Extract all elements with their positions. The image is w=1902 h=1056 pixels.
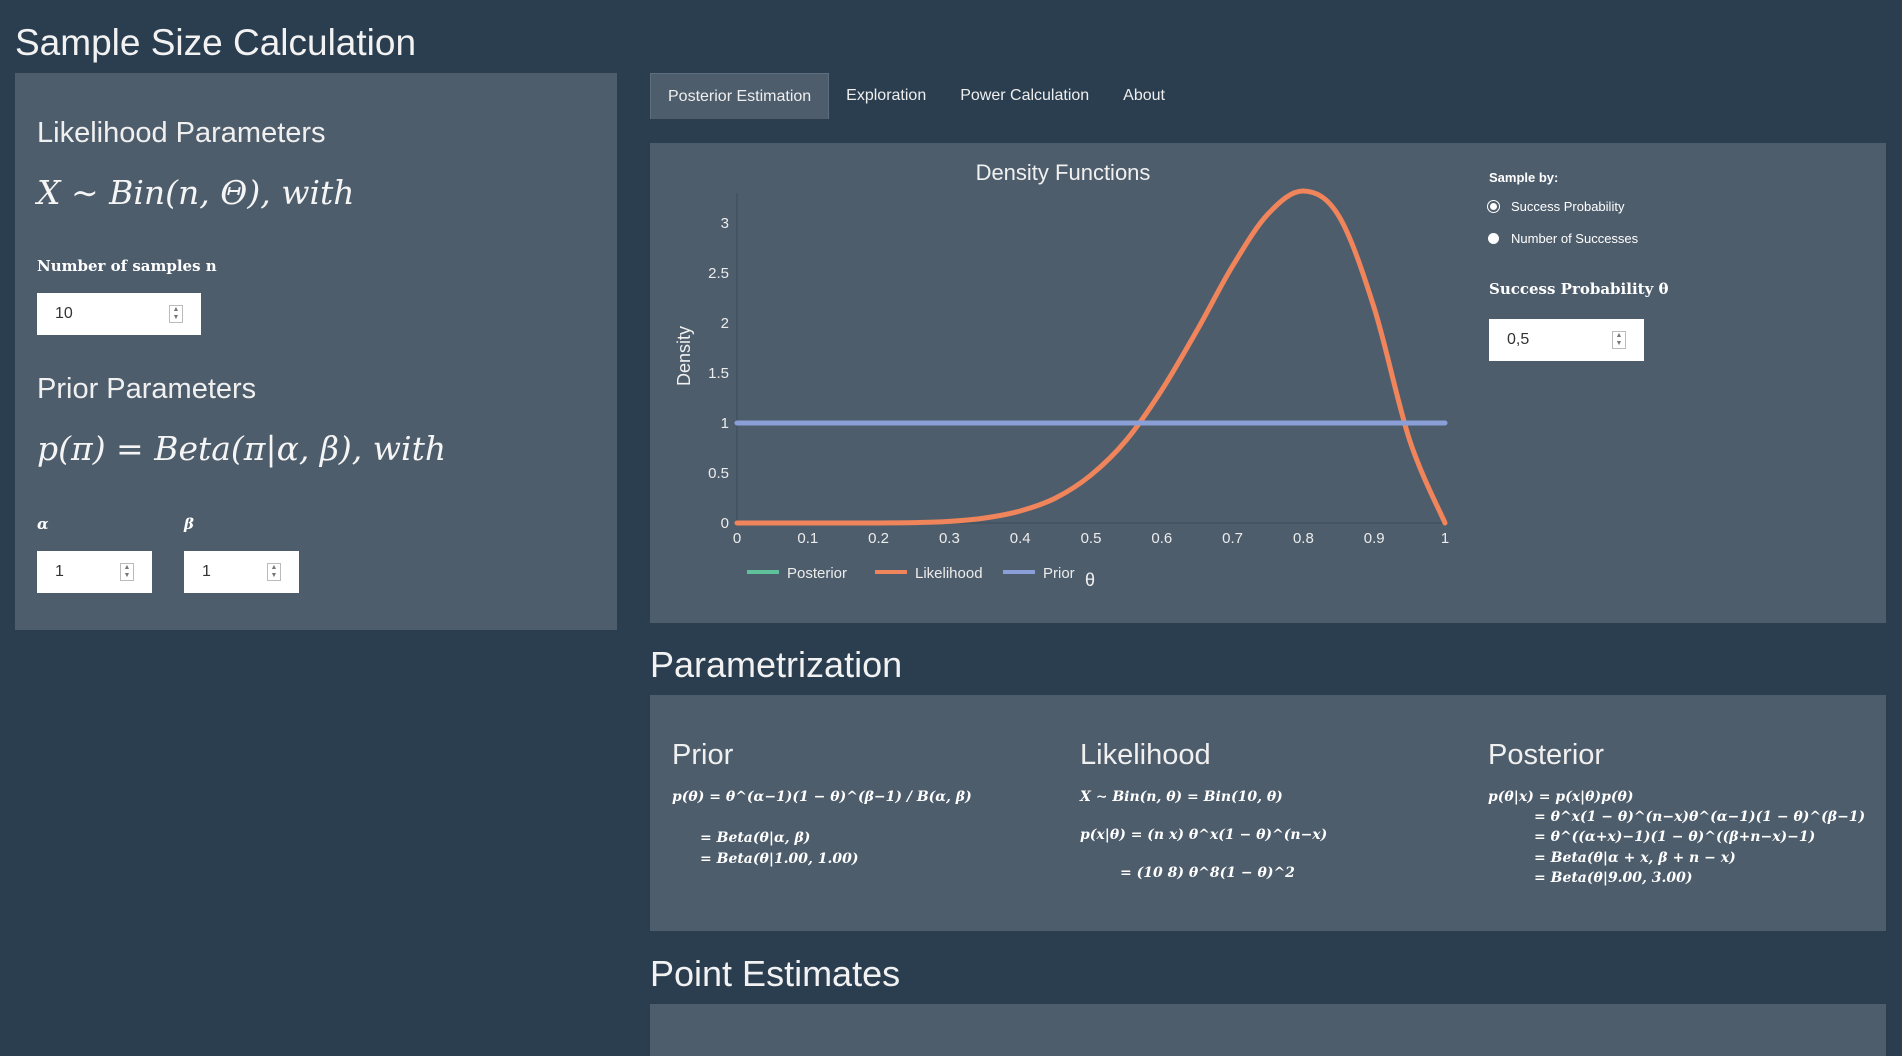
app-title: Sample Size Calculation: [15, 22, 417, 63]
beta-label: β: [184, 515, 194, 533]
beta-value: 1: [202, 563, 211, 580]
y-axis-label: Density: [674, 326, 694, 386]
posterior-eq-3: = θ^((α+x)−1)(1 − θ)^((β+n−x)−1): [1534, 829, 1816, 845]
success-probability-input[interactable]: 0,5 ▲ ▼: [1489, 319, 1644, 361]
posterior-eq-1: p(θ|x) = p(x|θ)p(θ): [1488, 789, 1634, 805]
prior-parameters-heading: Prior Parameters: [37, 373, 257, 405]
y-tick-label: 3: [721, 215, 729, 232]
point-estimates-heading: Point Estimates: [650, 953, 901, 994]
down-arrow-icon[interactable]: ▼: [172, 314, 180, 321]
prior-eq-3: = Beta(θ|1.00, 1.00): [700, 851, 859, 867]
tab-power-calculation[interactable]: Power Calculation: [960, 87, 1090, 104]
sidebar-panel: Likelihood Parameters X ∼ Bin(n, Θ), wit…: [15, 73, 617, 630]
prior-column-heading: Prior: [672, 739, 734, 771]
down-arrow-icon[interactable]: ▼: [123, 572, 131, 579]
x-tick-label: 0.5: [1081, 530, 1102, 547]
success-probability-label: Success Probability θ: [1489, 280, 1669, 298]
posterior-eq-4: = Beta(θ|α + x, β + n − x): [1534, 850, 1736, 866]
prior-eq-1: p(θ) = θ^(α−1)(1 − θ)^(β−1) / B(α, β): [672, 789, 972, 805]
radio-success-probability-label: Success Probability: [1511, 199, 1625, 214]
x-tick-label: 0.7: [1222, 530, 1243, 547]
plot-panel: Density Functions Density θ 0 0.5 1 1.5 2 2.5…: [650, 143, 1886, 623]
radio-success-probability[interactable]: Success Probability: [1488, 199, 1624, 214]
likelihood-formula: X ∼ Bin(n, Θ), with: [37, 173, 355, 212]
tab-exploration[interactable]: Exploration: [846, 87, 927, 104]
n-samples-value: 10: [55, 305, 73, 322]
series-line-likelihood: [734, 188, 1448, 526]
posterior-column-heading: Posterior: [1488, 739, 1605, 771]
legend-label-posterior: Posterior: [787, 565, 847, 582]
likelihood-eq-3: = (10 8) θ^8(1 − θ)^2: [1120, 865, 1295, 881]
x-tick-label: 0: [733, 530, 741, 547]
y-tick-label: 1.5: [708, 365, 729, 382]
n-samples-spinner[interactable]: ▲ ▼: [169, 305, 183, 323]
beta-spinner[interactable]: ▲ ▼: [267, 563, 281, 581]
up-arrow-icon[interactable]: ▲: [172, 306, 180, 313]
density-chart: Density Functions Density θ 0 0.5 1 1.5 2 2.5…: [674, 160, 1449, 590]
n-samples-input[interactable]: 10 ▲ ▼: [37, 293, 201, 335]
alpha-input[interactable]: 1 ▲ ▼: [37, 551, 152, 593]
x-tick-label: 0.8: [1293, 530, 1314, 547]
alpha-value: 1: [55, 563, 64, 580]
radio-number-of-successes[interactable]: Number of Successes: [1488, 231, 1638, 246]
success-probability-spinner[interactable]: ▲ ▼: [1612, 331, 1626, 349]
posterior-eq-2: = θ^x(1 − θ)^(n−x)θ^(α−1)(1 − θ)^(β−1): [1534, 809, 1866, 825]
sample-by-label: Sample by:: [1489, 170, 1559, 185]
tab-posterior-estimation[interactable]: Posterior Estimation: [650, 73, 830, 119]
beta-input[interactable]: 1 ▲ ▼: [184, 551, 299, 593]
alpha-label: α: [37, 515, 49, 533]
likelihood-parameters-heading: Likelihood Parameters: [37, 117, 326, 149]
legend-label-prior: Prior: [1043, 565, 1075, 582]
likelihood-eq-2: p(x|θ) = (n x) θ^x(1 − θ)^(n−x): [1080, 827, 1328, 843]
x-tick-label: 0.1: [797, 530, 818, 547]
y-tick-label: 0.5: [708, 465, 729, 482]
radio-number-of-successes-label: Number of Successes: [1511, 231, 1639, 246]
y-tick-label: 2.5: [708, 265, 729, 282]
likelihood-column-heading: Likelihood: [1080, 739, 1211, 771]
tab-about[interactable]: About: [1123, 87, 1165, 104]
x-axis-label: θ: [1085, 570, 1095, 590]
success-probability-value: 0,5: [1507, 331, 1530, 348]
x-tick-label: 0.6: [1151, 530, 1172, 547]
x-tick-label: 0.4: [1010, 530, 1031, 547]
chart-title: Density Functions: [976, 160, 1151, 185]
x-tick-label: 0.3: [939, 530, 960, 547]
alpha-spinner[interactable]: ▲ ▼: [120, 563, 134, 581]
up-arrow-icon[interactable]: ▲: [1615, 332, 1623, 339]
n-samples-label: Number of samples n: [37, 257, 217, 275]
y-tick-label: 1: [721, 415, 729, 432]
likelihood-eq-1: X ∼ Bin(n, θ) = Bin(10, θ): [1080, 789, 1283, 805]
radio-unchecked-icon[interactable]: [1488, 233, 1499, 244]
x-tick-label: 0.2: [868, 530, 889, 547]
y-tick-label: 0: [721, 515, 729, 532]
down-arrow-icon[interactable]: ▼: [1615, 340, 1623, 347]
parametrization-panel: Prior p(θ) = θ^(α−1)(1 − θ)^(β−1) / B(α,…: [650, 695, 1886, 931]
posterior-eq-5: = Beta(θ|9.00, 3.00): [1534, 870, 1693, 886]
y-tick-label: 2: [721, 315, 729, 332]
prior-formula: p(π) = Beta(π|α, β), with: [37, 429, 447, 468]
x-tick-label: 1: [1441, 530, 1449, 547]
point-estimates-panel: [650, 1004, 1886, 1056]
legend-label-likelihood: Likelihood: [915, 565, 983, 582]
x-tick-label: 0.9: [1364, 530, 1385, 547]
down-arrow-icon[interactable]: ▼: [270, 572, 278, 579]
up-arrow-icon[interactable]: ▲: [270, 564, 278, 571]
parametrization-heading: Parametrization: [650, 644, 903, 685]
main-tabs: Posterior Estimation Exploration Power C…: [650, 73, 1182, 120]
prior-eq-2: = Beta(θ|α, β): [700, 830, 811, 846]
radio-checked-icon[interactable]: [1488, 201, 1499, 212]
up-arrow-icon[interactable]: ▲: [123, 564, 131, 571]
